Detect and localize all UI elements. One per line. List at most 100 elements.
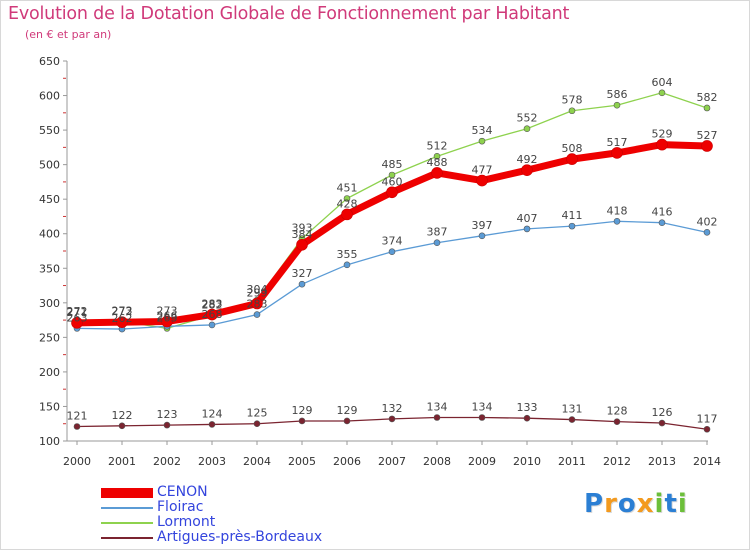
data-point-floirac: [433, 239, 441, 247]
data-point-artigues-pres-bordeaux: [568, 416, 576, 423]
data-point-floirac: [343, 261, 351, 269]
data-label-lormont: 263: [157, 311, 178, 324]
data-point-lormont: [433, 153, 441, 160]
data-label-artigues-pres-bordeaux: 133: [517, 401, 538, 414]
data-point-cenon: [476, 174, 488, 187]
data-point-cenon: [206, 308, 218, 321]
data-label-lormont: 552: [517, 112, 538, 125]
data-label-artigues-pres-bordeaux: 129: [337, 404, 358, 417]
data-label-floirac: 374: [382, 235, 403, 248]
data-point-artigues-pres-bordeaux: [118, 422, 126, 430]
logo-letter-6: i: [677, 489, 688, 519]
legend-swatch-cenon: [101, 488, 153, 498]
x-tick-label: 2000: [63, 455, 91, 468]
legend-item-floirac: Floirac: [101, 500, 361, 515]
data-label-cenon: 488: [427, 156, 448, 169]
chart-title: Evolution de la Dotation Globale de Fonc…: [8, 4, 570, 24]
x-tick-label: 2014: [693, 455, 721, 468]
data-point-cenon: [566, 153, 578, 165]
data-point-artigues-pres-bordeaux: [523, 414, 531, 422]
data-point-artigues-pres-bordeaux: [703, 425, 711, 433]
data-point-floirac: [523, 225, 531, 233]
y-tick-label: 400: [39, 228, 60, 241]
data-point-floirac: [298, 280, 306, 288]
data-label-floirac: 411: [562, 209, 583, 222]
data-label-artigues-pres-bordeaux: 125: [247, 407, 268, 420]
data-point-floirac: [703, 229, 711, 236]
data-label-lormont: 578: [562, 94, 583, 107]
data-label-cenon: 477: [472, 164, 493, 177]
data-label-artigues-pres-bordeaux: 128: [607, 405, 628, 418]
logo-letter-4: i: [654, 489, 665, 519]
data-point-cenon: [296, 238, 308, 251]
data-label-floirac: 263: [67, 311, 88, 324]
legend-item-lormont: Lormont: [101, 515, 361, 530]
y-tick-label: 300: [39, 297, 60, 310]
data-label-artigues-pres-bordeaux: 117: [697, 412, 718, 425]
data-label-lormont: 273: [112, 304, 133, 317]
data-label-floirac: 355: [337, 248, 358, 261]
chart-subtitle: (en € et par an): [25, 28, 112, 41]
data-label-artigues-pres-bordeaux: 131: [562, 403, 583, 416]
legend-label-floirac: Floirac: [157, 499, 204, 515]
y-tick-label: 650: [39, 55, 60, 68]
data-label-floirac: 283: [247, 298, 268, 311]
data-label-cenon: 272: [112, 305, 133, 318]
y-tick-label: 600: [39, 90, 60, 103]
data-point-artigues-pres-bordeaux: [658, 419, 666, 427]
data-label-cenon: 283: [202, 298, 223, 311]
data-point-lormont: [703, 104, 711, 112]
legend-label-lormont: Lormont: [157, 514, 216, 530]
data-point-lormont: [613, 101, 621, 109]
data-point-cenon: [161, 315, 173, 328]
data-point-lormont: [523, 125, 531, 133]
legend-label-cenon: CENON: [157, 484, 208, 500]
data-label-artigues-pres-bordeaux: 134: [427, 401, 448, 414]
logo-letter-5: t: [664, 489, 678, 519]
data-label-cenon: 271: [67, 306, 88, 319]
y-tick-label: 200: [39, 366, 60, 379]
data-point-floirac: [568, 222, 576, 230]
proxiti-logo: Proxiti: [584, 489, 688, 519]
data-point-lormont: [658, 89, 666, 97]
logo-letter-0: P: [584, 489, 605, 519]
x-tick-label: 2002: [153, 455, 181, 468]
y-tick-label: 250: [39, 331, 60, 344]
x-tick-label: 2009: [468, 455, 496, 468]
data-point-floirac: [478, 232, 486, 240]
data-label-artigues-pres-bordeaux: 126: [652, 406, 673, 419]
data-label-lormont: 304: [247, 283, 268, 296]
data-label-floirac: 266: [157, 309, 178, 322]
data-point-cenon: [116, 316, 128, 328]
legend-item-artigues: Artigues-près-Bordeaux: [101, 530, 361, 545]
data-label-lormont: 534: [472, 124, 493, 137]
data-point-artigues-pres-bordeaux: [298, 417, 306, 425]
data-point-artigues-pres-bordeaux: [388, 415, 396, 423]
data-label-lormont: 582: [697, 91, 718, 104]
y-tick-label: 500: [39, 159, 60, 172]
data-point-lormont: [478, 137, 486, 145]
y-tick-label: 100: [39, 435, 60, 448]
data-label-floirac: 407: [517, 212, 538, 225]
data-label-artigues-pres-bordeaux: 122: [112, 409, 133, 422]
data-point-artigues-pres-bordeaux: [433, 414, 441, 421]
data-label-artigues-pres-bordeaux: 123: [157, 408, 178, 421]
data-point-floirac: [388, 248, 396, 255]
data-label-lormont: 393: [292, 222, 313, 235]
x-tick-label: 2012: [603, 455, 631, 468]
data-point-floirac: [658, 219, 666, 226]
y-tick-label: 350: [39, 262, 60, 275]
logo-letter-3: x: [636, 489, 655, 519]
data-label-lormont: 282: [202, 298, 223, 311]
x-tick-label: 2013: [648, 455, 676, 468]
data-label-floirac: 416: [652, 206, 673, 219]
data-point-artigues-pres-bordeaux: [163, 421, 171, 429]
data-point-artigues-pres-bordeaux: [343, 417, 351, 425]
x-tick-label: 2003: [198, 455, 226, 468]
data-point-lormont: [568, 107, 576, 115]
legend-item-cenon: CENON: [101, 485, 361, 500]
x-tick-label: 2011: [558, 455, 586, 468]
data-label-floirac: 402: [697, 215, 718, 228]
data-point-floirac: [208, 321, 216, 329]
